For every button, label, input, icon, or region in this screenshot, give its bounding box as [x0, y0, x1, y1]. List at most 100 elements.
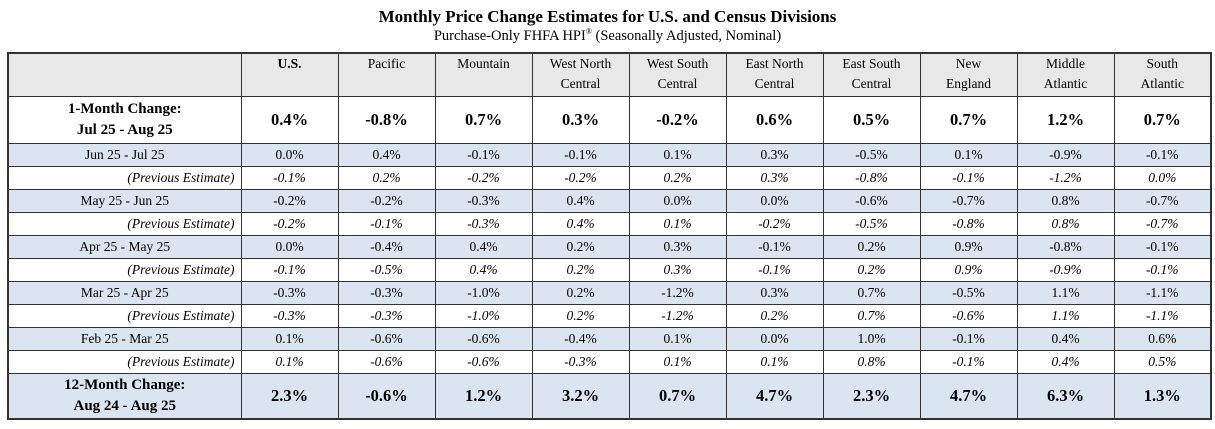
value-cell: -1.2%	[628, 280, 727, 305]
table-row: 1-Month Change: Jul 25 - Aug 25 0.4% -0.8% 0…	[7, 95, 1212, 144]
row-label: (Previous Estimate)	[7, 303, 242, 328]
column-header-line: New	[955, 56, 982, 71]
value-cell: 0.2%	[628, 165, 727, 190]
value-cell: -0.4%	[531, 326, 630, 351]
value-cell: -0.2%	[531, 165, 630, 190]
value-cell: -0.1%	[434, 142, 533, 167]
value-cell: -0.1%	[531, 142, 630, 167]
value-cell: 0.0%	[628, 188, 727, 213]
value-cell: -0.3%	[337, 303, 436, 328]
row-label: 1-Month Change: Jul 25 - Aug 25	[7, 95, 242, 144]
value-cell: 0.1%	[725, 349, 824, 374]
value-cell: -0.7%	[919, 188, 1018, 213]
value-cell: -0.3%	[337, 280, 436, 305]
value-cell: 0.4%	[531, 211, 630, 236]
value-cell: -0.1%	[725, 234, 824, 259]
value-cell: -1.0%	[434, 280, 533, 305]
value-cell: -1.2%	[1016, 165, 1115, 190]
value-cell: -0.6%	[337, 372, 436, 420]
table-row: (Previous Estimate) 0.1% -0.6% -0.6% -0.3% 0.…	[7, 349, 1212, 374]
value-cell: -0.9%	[1016, 257, 1115, 282]
row-label: Feb 25 - Mar 25	[7, 326, 242, 351]
value-cell: -0.2%	[240, 188, 339, 213]
row-label: Apr 25 - May 25	[7, 234, 242, 259]
value-cell: 0.7%	[1113, 95, 1212, 144]
row-label-line2: Jul 25 - Aug 25	[76, 121, 173, 138]
table-row: Jun 25 - Jul 25 0.0% 0.4% -0.1% -0.1% 0.1% 0.3…	[7, 142, 1212, 167]
column-header-line: Atlantic	[1140, 76, 1185, 91]
value-cell: -0.8%	[337, 95, 436, 144]
value-cell: -0.5%	[919, 280, 1018, 305]
value-cell: -0.2%	[725, 211, 824, 236]
value-cell: -0.3%	[434, 211, 533, 236]
value-cell: -0.6%	[337, 326, 436, 351]
column-header: West South Central	[628, 52, 727, 97]
value-cell: 1.1%	[1016, 303, 1115, 328]
table-row: (Previous Estimate) -0.2% -0.1% -0.3% 0.4% 0.…	[7, 211, 1212, 236]
row-label-line1: 12-Month Change:	[64, 376, 186, 393]
header-row: U.S. Pacific Mountain West North Central West…	[7, 52, 1212, 97]
column-header: East North Central	[725, 52, 824, 97]
value-cell: 2.3%	[822, 372, 921, 420]
value-cell: 1.2%	[1016, 95, 1115, 144]
value-cell: 0.7%	[628, 372, 727, 420]
value-cell: -0.5%	[822, 211, 921, 236]
value-cell: -0.3%	[240, 303, 339, 328]
value-cell: 0.3%	[531, 95, 630, 144]
value-cell: -0.1%	[240, 257, 339, 282]
value-cell: 0.3%	[725, 142, 824, 167]
value-cell: 0.1%	[628, 211, 727, 236]
value-cell: -0.4%	[337, 234, 436, 259]
value-cell: 0.1%	[628, 326, 727, 351]
row-label-line2: Aug 24 - Aug 25	[73, 397, 177, 414]
value-cell: 0.8%	[1016, 188, 1115, 213]
value-cell: 0.4%	[1016, 326, 1115, 351]
column-header: South Atlantic	[1113, 52, 1212, 97]
value-cell: 0.4%	[240, 95, 339, 144]
value-cell: 6.3%	[1016, 372, 1115, 420]
row-label: (Previous Estimate)	[7, 349, 242, 374]
column-header: East South Central	[822, 52, 921, 97]
value-cell: 0.4%	[337, 142, 436, 167]
value-cell: -0.2%	[240, 211, 339, 236]
value-cell: -0.6%	[919, 303, 1018, 328]
value-cell: 0.9%	[919, 234, 1018, 259]
value-cell: 0.0%	[725, 326, 824, 351]
value-cell: -0.1%	[240, 165, 339, 190]
column-header: West North Central	[531, 52, 630, 97]
value-cell: -0.3%	[531, 349, 630, 374]
value-cell: 1.2%	[434, 372, 533, 420]
column-header-line: West North	[549, 56, 612, 71]
value-cell: 0.0%	[240, 234, 339, 259]
row-label: (Previous Estimate)	[7, 211, 242, 236]
page-subtitle: Purchase-Only FHFA HPI® (Seasonally Adju…	[0, 27, 1215, 46]
value-cell: 0.4%	[531, 188, 630, 213]
value-cell: 0.7%	[434, 95, 533, 144]
value-cell: 0.6%	[725, 95, 824, 144]
value-cell: 0.2%	[531, 234, 630, 259]
column-header-line: East South	[842, 56, 901, 71]
table-row: (Previous Estimate) -0.1% -0.5% 0.4% 0.2% 0.3…	[7, 257, 1212, 282]
row-label: Jun 25 - Jul 25	[7, 142, 242, 167]
column-header-line: Central	[754, 76, 795, 91]
value-cell: -0.1%	[919, 349, 1018, 374]
value-cell: 0.2%	[531, 280, 630, 305]
column-header: New England	[919, 52, 1018, 97]
value-cell: -0.6%	[434, 326, 533, 351]
value-cell: 1.3%	[1113, 372, 1212, 420]
column-header-line: Middle	[1046, 56, 1085, 71]
corner-cell	[7, 52, 242, 97]
subtitle-prefix: Purchase-Only FHFA HPI	[433, 28, 586, 44]
value-cell: 0.2%	[822, 234, 921, 259]
value-cell: 4.7%	[725, 372, 824, 420]
value-cell: -1.0%	[434, 303, 533, 328]
value-cell: -1.1%	[1113, 303, 1212, 328]
value-cell: 0.1%	[628, 349, 727, 374]
value-cell: 0.7%	[919, 95, 1018, 144]
table-row: May 25 - Jun 25 -0.2% -0.2% -0.3% 0.4% 0.0% 0.…	[7, 188, 1212, 213]
value-cell: -0.2%	[628, 95, 727, 144]
column-header: Mountain	[434, 52, 533, 97]
value-cell: -0.5%	[822, 142, 921, 167]
table-row: 12-Month Change: Aug 24 - Aug 25 2.3% -0.6%…	[7, 372, 1212, 420]
value-cell: 0.2%	[822, 257, 921, 282]
